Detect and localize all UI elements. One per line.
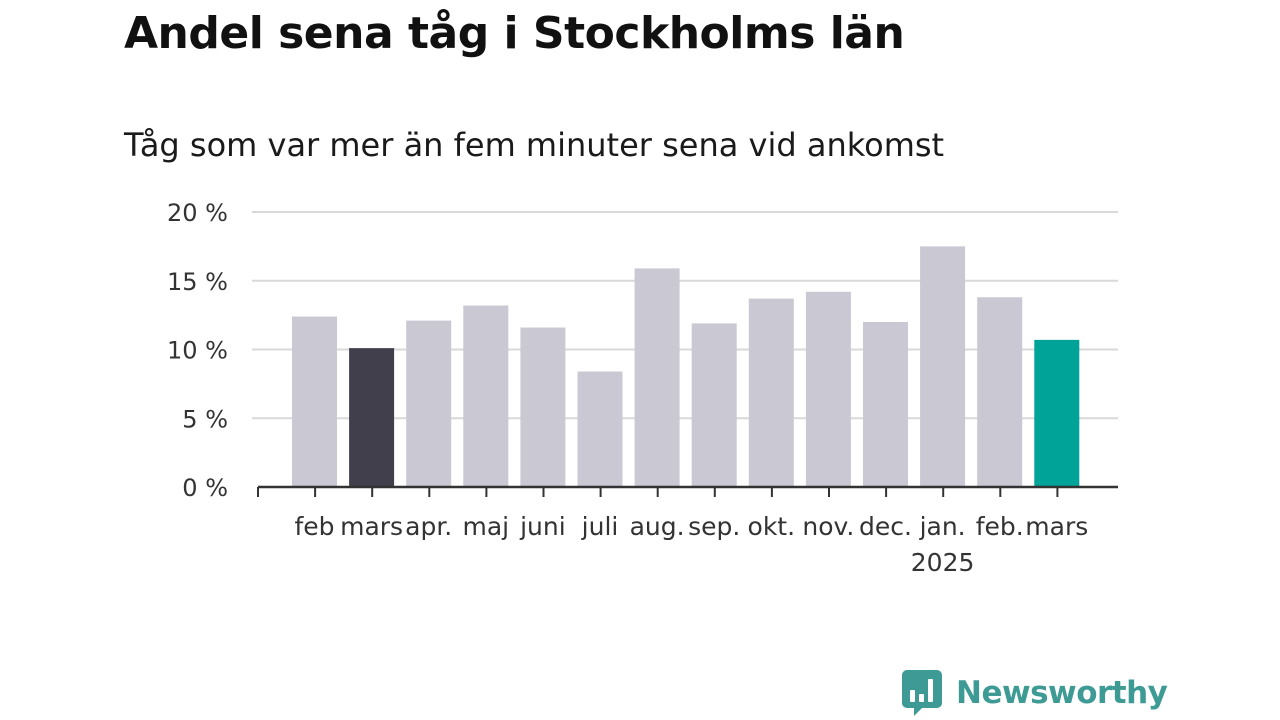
y-tick-label: 5 % [182, 405, 228, 433]
newsworthy-logo: Newsworthy [902, 670, 1168, 716]
chart-title: Andel sena tåg i Stockholms län [124, 8, 905, 59]
y-tick-label: 10 % [167, 337, 228, 365]
y-tick-label: 15 % [167, 268, 228, 296]
y-tick-label: 0 % [182, 474, 228, 502]
brand-name: Newsworthy [956, 675, 1168, 711]
x-tick-label: apr. [405, 512, 452, 541]
chart-subtitle: Tåg som var mer än fem minuter sena vid … [124, 126, 945, 164]
bar [805, 291, 851, 487]
x-tick-label: jan. [919, 512, 966, 541]
bar [863, 322, 908, 487]
bar-chart-speech-bubble-icon [902, 670, 942, 716]
bar [406, 320, 452, 487]
x-tick-label: mars [1025, 512, 1088, 541]
x-tick-label: okt. [748, 512, 796, 541]
gridlines [252, 211, 1118, 420]
x-tick-label: juli [581, 512, 619, 541]
x-tick-label: maj [462, 512, 509, 541]
x-tick-label: nov. [802, 512, 854, 541]
bar [349, 348, 395, 487]
bar [292, 316, 337, 487]
x-tick-label: juni [519, 512, 566, 541]
bar [577, 371, 623, 487]
y-tick-label: 20 % [167, 199, 228, 227]
bar [520, 327, 566, 487]
bar [748, 298, 794, 487]
bar [977, 297, 1023, 487]
bar [920, 246, 966, 487]
x-tick-label: feb. [976, 512, 1024, 541]
x-tick-label: aug. [630, 512, 685, 541]
x-tick-label: feb [294, 512, 334, 541]
bars [292, 246, 1080, 487]
bar [463, 305, 509, 487]
bar [634, 268, 680, 487]
bar [1034, 339, 1080, 487]
x-axis: feb mars apr. maj juni juli aug. sep. okt. nov. de… [257, 485, 1118, 577]
bar [691, 323, 737, 487]
x-tick-label: dec. [859, 512, 912, 541]
x-year-label: 2025 [911, 548, 975, 577]
x-tick-label: sep. [688, 512, 740, 541]
x-tick-label: mars [340, 512, 403, 541]
y-axis-ticks: 0 % 5 % 10 % 15 % 20 % [167, 199, 228, 502]
